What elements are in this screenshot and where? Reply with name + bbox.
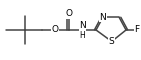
Text: O: O [52,26,59,34]
Text: H: H [80,31,85,40]
Text: S: S [109,37,115,46]
Text: N: N [100,13,106,22]
Text: F: F [134,26,139,34]
Text: O: O [65,9,72,18]
Text: N: N [79,21,86,30]
